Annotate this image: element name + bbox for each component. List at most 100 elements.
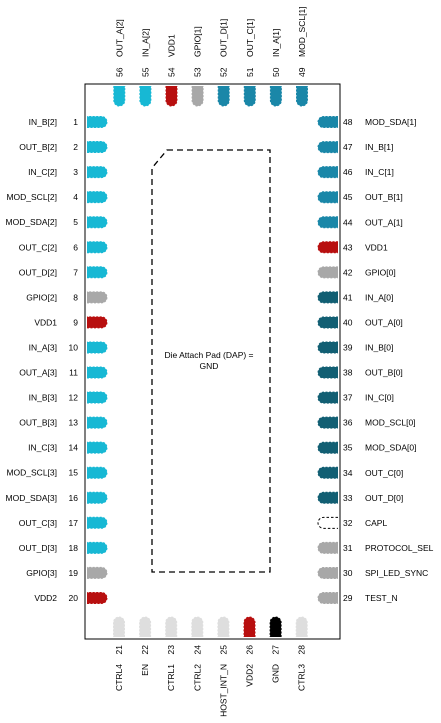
pin-label-16: MOD_SDA[3]	[6, 493, 58, 503]
pin-21-pad	[113, 616, 125, 637]
pin-number-11: 11	[69, 368, 78, 378]
pin-34-pad	[317, 466, 338, 479]
pin-number-45: 45	[343, 192, 353, 202]
pin-label-40: OUT_A[0]	[365, 317, 403, 327]
pin-label-20: VDD2	[34, 593, 57, 603]
pin-50-pad	[269, 86, 282, 107]
pin-4-pad	[87, 191, 108, 204]
pin-label-55: IN_A[2]	[140, 29, 150, 57]
pin-label-45: OUT_B[1]	[365, 192, 403, 202]
pin-number-55: 55	[140, 67, 150, 77]
pin-label-38: OUT_B[0]	[365, 368, 403, 378]
pin-label-28: CTRL3	[297, 664, 307, 691]
pin-label-8: GPIO[2]	[26, 292, 57, 302]
pin-label-4: MOD_SCL[2]	[6, 192, 57, 202]
pin-label-21: CTRL4	[114, 664, 124, 691]
pin-number-23: 23	[166, 645, 176, 655]
pin-number-2: 2	[73, 142, 78, 152]
pin-27-pad	[269, 616, 282, 637]
pins-layer: 1 IN_B[2] 2 OUT_B[2] 3 IN_C[2] 4 MOD_SCL[2] 5 MOD…	[6, 6, 434, 716]
pin-label-35: MOD_SDA[0]	[365, 443, 417, 453]
pin-number-15: 15	[69, 468, 79, 478]
pin-number-48: 48	[343, 117, 353, 127]
pin-29-pad	[317, 592, 338, 604]
pin-1-pad	[87, 116, 108, 128]
pin-number-8: 8	[73, 292, 78, 302]
pin-label-1: IN_B[2]	[29, 117, 57, 127]
pin-37-pad	[317, 391, 338, 404]
pin-18-pad	[87, 541, 108, 554]
pin-label-33: OUT_D[0]	[365, 493, 403, 503]
pin-42-pad	[317, 266, 338, 279]
pin-number-6: 6	[73, 242, 78, 252]
pin-12-pad	[87, 391, 108, 404]
pin-label-9: VDD1	[34, 317, 57, 327]
pin-number-38: 38	[343, 368, 353, 378]
pin-number-50: 50	[271, 67, 281, 77]
dap-label-line1: Die Attach Pad (DAP) =	[164, 350, 253, 360]
pin-label-15: MOD_SCL[3]	[6, 468, 57, 478]
pin-11-pad	[87, 366, 108, 379]
pin-number-41: 41	[343, 292, 353, 302]
pin-label-14: IN_C[3]	[28, 443, 57, 453]
pin-20-pad	[87, 591, 108, 604]
pin-number-10: 10	[69, 342, 79, 352]
pin-number-37: 37	[343, 393, 353, 403]
pin-number-12: 12	[69, 393, 79, 403]
pin-label-24: CTRL2	[192, 664, 202, 691]
pin-44-pad	[317, 216, 338, 229]
dap-label-line2: GND	[200, 361, 219, 371]
pin-number-30: 30	[343, 568, 353, 578]
pin-label-53: GPIO[1]	[193, 26, 203, 57]
pin-label-46: IN_C[1]	[365, 167, 394, 177]
pin-label-18: OUT_D[3]	[19, 543, 57, 553]
pin-number-53: 53	[193, 67, 203, 77]
pin-label-23: CTRL1	[166, 664, 176, 691]
pin-number-31: 31	[343, 543, 353, 553]
pin-label-39: IN_B[0]	[365, 343, 393, 353]
pin-7-pad	[87, 266, 108, 279]
pin-label-54: VDD1	[167, 34, 177, 57]
pin-30-pad	[317, 566, 338, 579]
pin-number-5: 5	[73, 217, 78, 227]
pin-23-pad	[165, 616, 178, 637]
pin-25-pad	[217, 616, 230, 637]
pin-label-7: OUT_D[2]	[19, 267, 57, 277]
pin-41-pad	[317, 291, 338, 304]
pin-16-pad	[87, 491, 108, 504]
pin-number-9: 9	[73, 317, 78, 327]
pin-label-26: VDD2	[245, 664, 255, 687]
die-attach-pad	[151, 149, 271, 573]
pin-label-43: VDD1	[365, 242, 388, 252]
package-outline	[84, 83, 341, 640]
pin-label-44: OUT_A[1]	[365, 217, 403, 227]
pin-number-56: 56	[114, 67, 124, 77]
pin-label-49: MOD_SCL[1]	[297, 6, 307, 57]
pin-6-pad	[87, 241, 108, 254]
pin-number-20: 20	[69, 593, 79, 603]
pin-48-pad	[317, 116, 338, 129]
pin-label-11: OUT_A[3]	[19, 368, 57, 378]
pin-label-42: GPIO[0]	[365, 267, 396, 277]
pin-label-56: OUT_A[2]	[114, 19, 124, 57]
pin-number-54: 54	[167, 67, 177, 77]
pin-number-34: 34	[343, 468, 353, 478]
pin-49-pad	[296, 86, 308, 107]
pin-number-27: 27	[271, 645, 281, 655]
pin-number-16: 16	[69, 493, 79, 503]
pin-number-29: 29	[343, 593, 353, 603]
pin-label-22: EN	[140, 664, 150, 676]
pin-label-27: GND	[271, 664, 281, 683]
pin-number-25: 25	[218, 645, 228, 655]
pin-number-28: 28	[297, 645, 307, 655]
pin-number-1: 1	[73, 117, 78, 127]
pin-label-25: HOST_INT_N	[218, 664, 228, 717]
pin-2-pad	[87, 141, 108, 154]
pin-47-pad	[317, 141, 338, 154]
pin-38-pad	[317, 366, 338, 379]
pin-number-17: 17	[69, 518, 79, 528]
pin-45-pad	[317, 191, 338, 204]
pin-number-35: 35	[343, 443, 353, 453]
pin-55-pad	[139, 86, 152, 107]
pin-label-13: OUT_B[3]	[19, 418, 57, 428]
